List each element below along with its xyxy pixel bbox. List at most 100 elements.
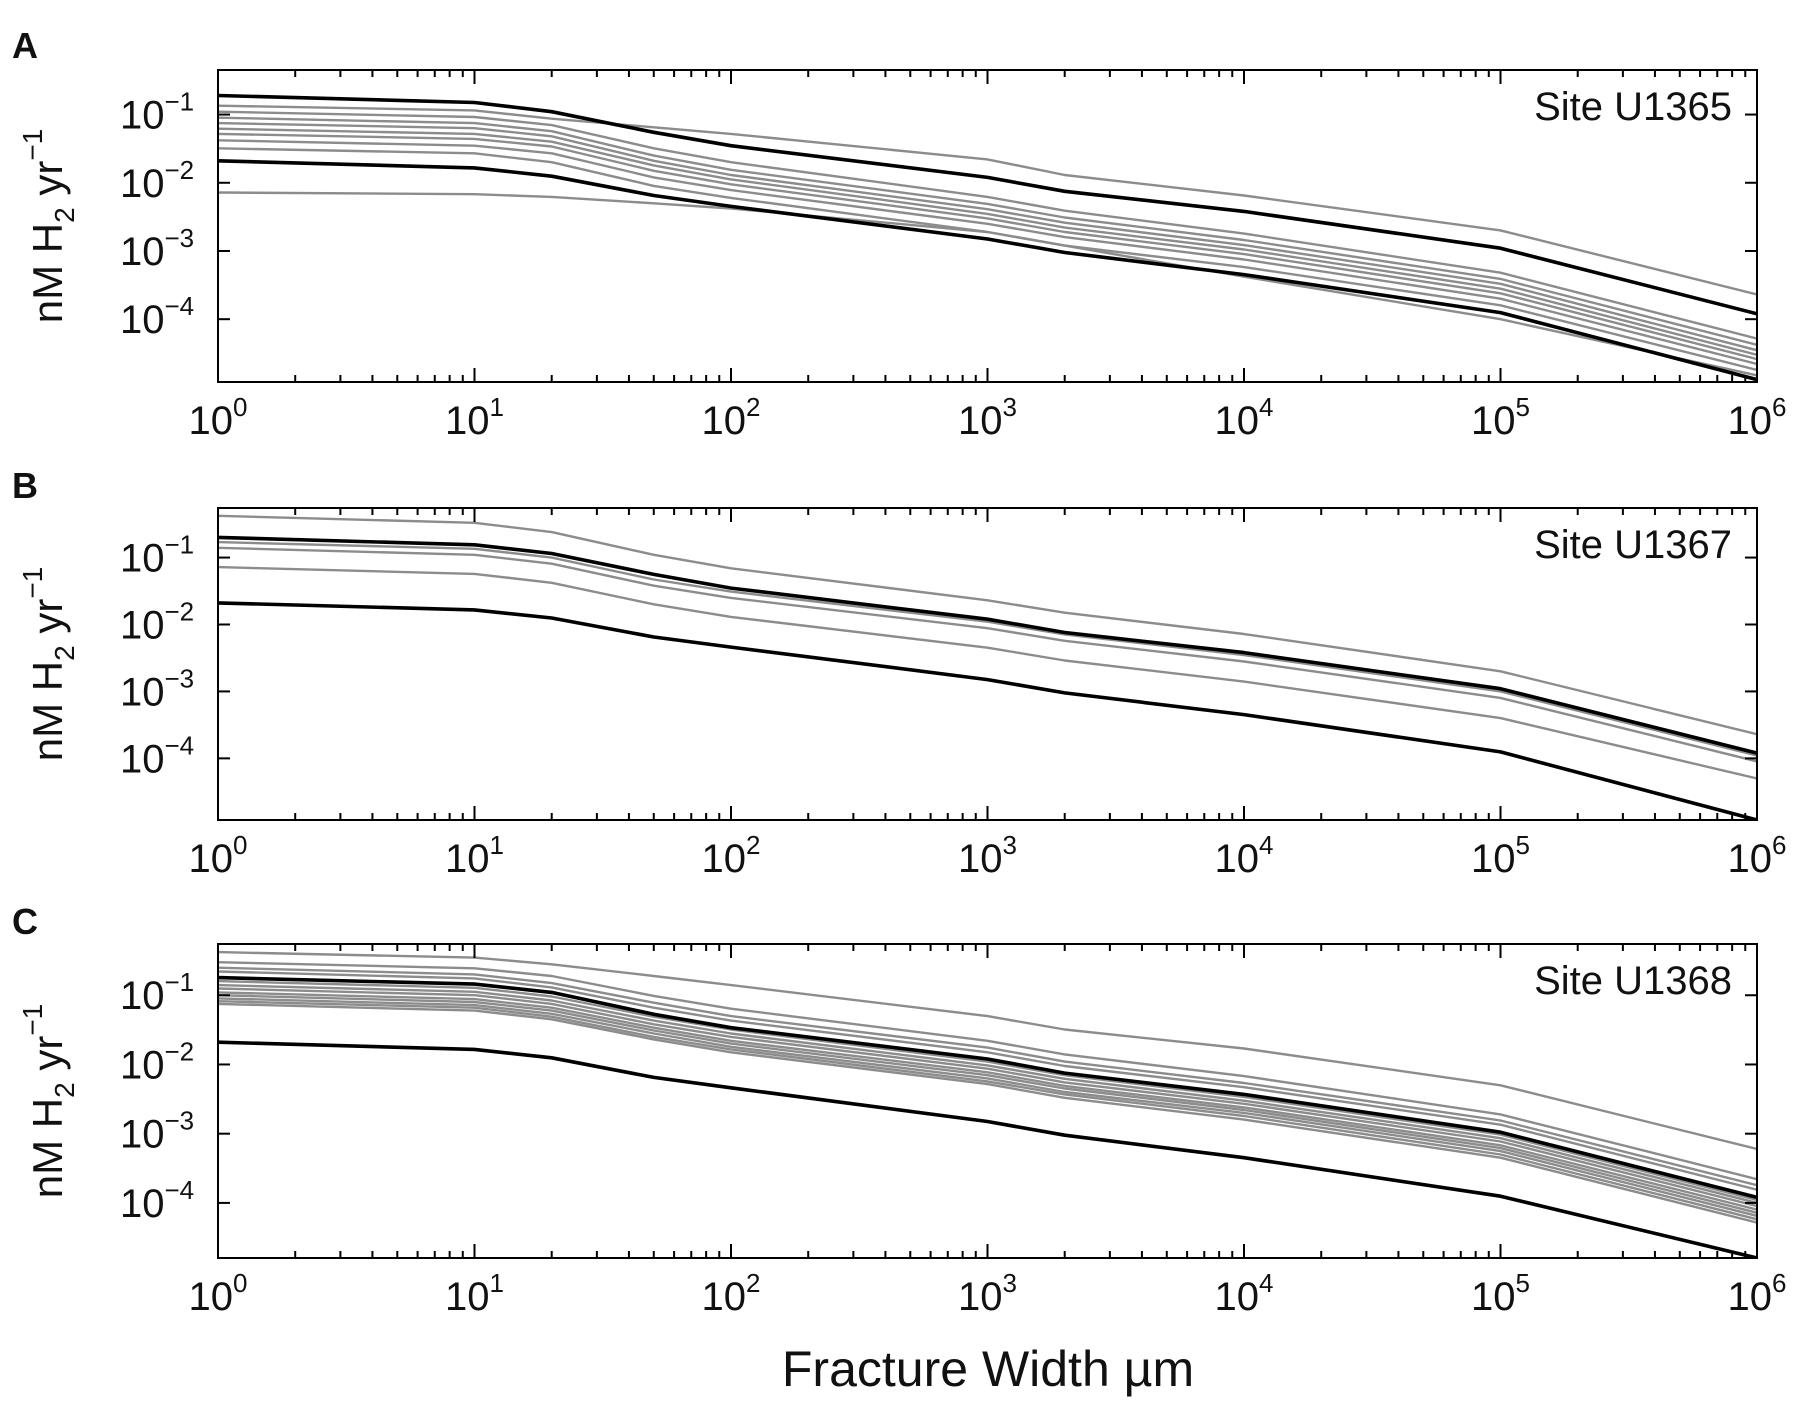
tick-base: 10 bbox=[189, 837, 234, 881]
y-tick-label: 10−2 bbox=[120, 1036, 194, 1087]
series-line-10 bbox=[218, 110, 1757, 340]
y-tick-label: 10−4 bbox=[120, 730, 194, 781]
x-axis-label: Fracture Width µm bbox=[782, 1341, 1194, 1397]
tick-base: 10 bbox=[958, 837, 1003, 881]
series-line-4 bbox=[218, 540, 1757, 757]
series-line-5 bbox=[218, 546, 1757, 763]
tick-exponent: −3 bbox=[165, 663, 195, 693]
tick-exponent: 2 bbox=[746, 1268, 760, 1298]
ylabel-superscript: −1 bbox=[17, 129, 48, 161]
series-line-14 bbox=[218, 1002, 1757, 1224]
tick-base: 10 bbox=[445, 1275, 490, 1319]
bound-line-2 bbox=[218, 159, 1757, 382]
x-tick-label: 106 bbox=[1728, 1268, 1787, 1319]
series-line-9 bbox=[218, 116, 1757, 347]
tick-exponent: 0 bbox=[233, 392, 247, 422]
tick-base: 10 bbox=[120, 94, 165, 138]
ylabel-unit: yr bbox=[24, 599, 71, 646]
series-line-9 bbox=[218, 987, 1757, 1208]
site-label: Site U1365 bbox=[1534, 85, 1732, 129]
series-group bbox=[218, 514, 1757, 820]
tick-exponent: 6 bbox=[1772, 392, 1786, 422]
tick-exponent: −4 bbox=[165, 730, 195, 760]
series-line-8 bbox=[218, 121, 1757, 352]
series-line-7 bbox=[218, 127, 1757, 357]
tick-base: 10 bbox=[120, 1043, 165, 1087]
tick-exponent: −1 bbox=[165, 530, 195, 560]
tick-base: 10 bbox=[1728, 1275, 1773, 1319]
tick-base: 10 bbox=[702, 837, 747, 881]
x-tick-label: 104 bbox=[1215, 830, 1274, 881]
bound-line-1 bbox=[218, 535, 1757, 755]
tick-base: 10 bbox=[120, 1113, 165, 1157]
tick-base: 10 bbox=[120, 974, 165, 1018]
series-group bbox=[218, 93, 1757, 382]
bound-line-2 bbox=[218, 1040, 1757, 1258]
bound-line-1 bbox=[218, 93, 1757, 316]
series-line-11 bbox=[218, 994, 1757, 1214]
tick-base: 10 bbox=[120, 537, 165, 581]
tick-base: 10 bbox=[958, 399, 1003, 443]
tick-base: 10 bbox=[702, 399, 747, 443]
tick-exponent: 3 bbox=[1003, 830, 1017, 860]
series-line-3 bbox=[218, 514, 1757, 736]
panel-letter: C bbox=[12, 901, 38, 942]
tick-base: 10 bbox=[120, 737, 165, 781]
tick-exponent: 1 bbox=[490, 392, 504, 422]
tick-base: 10 bbox=[189, 1275, 234, 1319]
x-tick-label: 100 bbox=[189, 830, 248, 881]
tick-base: 10 bbox=[120, 162, 165, 206]
x-tick-label: 102 bbox=[702, 1268, 761, 1319]
y-tick-label: 10−1 bbox=[120, 967, 194, 1018]
tick-base: 10 bbox=[1215, 1275, 1260, 1319]
tick-exponent: −1 bbox=[165, 87, 195, 117]
series-line-12 bbox=[218, 997, 1757, 1218]
tick-exponent: −4 bbox=[165, 1175, 195, 1205]
y-axis-label: nM H2 yr−1 bbox=[17, 567, 80, 762]
tick-exponent: −4 bbox=[165, 291, 195, 321]
ylabel-subscript: 2 bbox=[49, 207, 80, 223]
x-tick-label: 103 bbox=[958, 1268, 1017, 1319]
tick-base: 10 bbox=[189, 399, 234, 443]
panel-letter: A bbox=[12, 25, 38, 66]
tick-base: 10 bbox=[445, 399, 490, 443]
tick-exponent: −3 bbox=[165, 1106, 195, 1136]
site-label: Site U1368 bbox=[1534, 959, 1732, 1003]
tick-exponent: 3 bbox=[1003, 1268, 1017, 1298]
tick-exponent: 4 bbox=[1259, 1268, 1273, 1298]
y-axis-label: nM H2 yr−1 bbox=[17, 1004, 80, 1199]
tick-base: 10 bbox=[120, 603, 165, 647]
ylabel-prefix: nM H bbox=[24, 1098, 71, 1198]
tick-exponent: 5 bbox=[1516, 392, 1530, 422]
y-tick-label: 10−3 bbox=[120, 663, 194, 714]
x-tick-label: 102 bbox=[702, 830, 761, 881]
tick-base: 10 bbox=[1728, 837, 1773, 881]
x-tick-label: 104 bbox=[1215, 392, 1274, 443]
ylabel-superscript: −1 bbox=[17, 1004, 48, 1036]
tick-base: 10 bbox=[1471, 1275, 1516, 1319]
x-tick-label: 100 bbox=[189, 392, 248, 443]
ylabel-prefix: nM H bbox=[24, 661, 71, 761]
tick-base: 10 bbox=[445, 837, 490, 881]
tick-exponent: 0 bbox=[233, 1268, 247, 1298]
series-line-13 bbox=[218, 1000, 1757, 1221]
tick-exponent: 6 bbox=[1772, 1268, 1786, 1298]
tick-base: 10 bbox=[1471, 837, 1516, 881]
ylabel-superscript: −1 bbox=[17, 567, 48, 599]
tick-base: 10 bbox=[120, 1182, 165, 1226]
tick-base: 10 bbox=[120, 670, 165, 714]
x-tick-label: 100 bbox=[189, 1268, 248, 1319]
tick-base: 10 bbox=[120, 298, 165, 342]
x-tick-label: 101 bbox=[445, 392, 504, 443]
x-tick-label: 106 bbox=[1728, 830, 1787, 881]
tick-exponent: −2 bbox=[165, 155, 195, 185]
series-line-10 bbox=[218, 991, 1757, 1211]
series-line-6 bbox=[218, 970, 1757, 1191]
bound-line-2 bbox=[218, 601, 1757, 820]
x-tick-label: 106 bbox=[1728, 392, 1787, 443]
tick-exponent: 3 bbox=[1003, 392, 1017, 422]
tick-exponent: −1 bbox=[165, 967, 195, 997]
